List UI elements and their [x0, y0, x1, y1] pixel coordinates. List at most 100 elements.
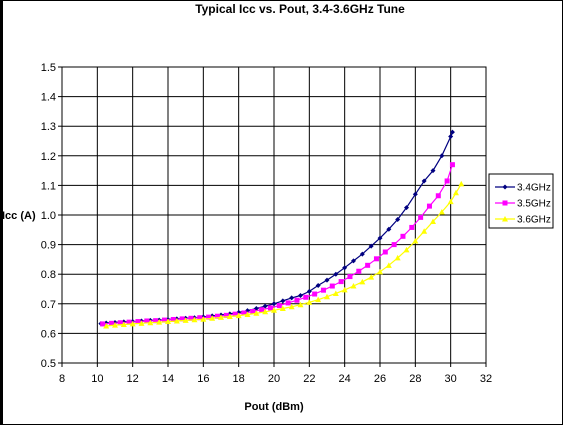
data-point — [100, 321, 106, 327]
data-point — [129, 320, 136, 327]
data-point — [368, 243, 374, 249]
data-point — [430, 218, 436, 225]
x-tick-label: 24 — [339, 373, 351, 385]
data-point — [333, 271, 339, 277]
legend: 3.4GHz 3.5GHz 3.6GHz — [488, 173, 554, 229]
data-point — [394, 254, 401, 261]
x-tick-label: 20 — [268, 373, 280, 385]
series-layer — [98, 129, 465, 329]
x-tick-label: 16 — [197, 373, 209, 385]
data-point — [391, 242, 397, 248]
data-point — [324, 277, 330, 283]
data-point — [426, 203, 432, 209]
data-point — [438, 209, 445, 215]
data-point — [126, 319, 132, 325]
data-point — [430, 168, 436, 174]
y-tick-label: 0.8 — [41, 269, 56, 281]
legend-marker — [502, 184, 508, 190]
data-point — [448, 134, 454, 140]
data-point — [385, 262, 392, 268]
data-point — [452, 189, 459, 196]
data-point — [458, 180, 465, 187]
data-point — [271, 307, 277, 313]
data-point — [400, 233, 406, 239]
data-point — [373, 256, 379, 262]
data-point — [386, 226, 392, 232]
series-line — [100, 131, 453, 325]
data-point — [359, 251, 365, 257]
y-axis-ticks: 0.5 0.6 0.7 0.8 0.9 1.0 1.1 1.2 1.3 1.4 1.5 — [41, 62, 62, 370]
chart-title: Typical Icc vs. Pout, 3.4-3.6GHz Tune — [195, 2, 405, 16]
data-point — [253, 306, 259, 312]
data-point — [449, 162, 455, 168]
data-point — [298, 293, 303, 299]
data-point — [444, 178, 450, 184]
series-0 — [98, 129, 455, 327]
x-axis-ticks: 8 10 12 14 16 18 20 22 24 26 28 30 32 — [59, 363, 492, 385]
data-point — [342, 265, 348, 271]
data-point — [103, 323, 110, 329]
data-point — [288, 303, 295, 310]
data-point — [377, 268, 383, 275]
data-point — [200, 316, 207, 322]
data-point — [449, 129, 455, 135]
data-point — [197, 315, 203, 321]
data-point — [382, 249, 388, 255]
data-point — [303, 294, 309, 300]
data-point — [412, 191, 418, 197]
data-point — [108, 320, 114, 326]
data-point — [377, 235, 383, 241]
data-point — [421, 228, 428, 234]
x-tick-label: 32 — [480, 373, 492, 385]
y-tick-label: 1.4 — [41, 92, 56, 104]
data-point — [218, 314, 224, 320]
x-tick-label: 14 — [162, 373, 174, 385]
y-axis-label: Icc (A) — [2, 210, 36, 222]
data-point — [235, 312, 242, 319]
y-tick-label: 1.3 — [41, 121, 56, 133]
data-point — [312, 291, 318, 297]
y-tick-label: 1.2 — [41, 151, 56, 163]
data-point — [294, 297, 300, 303]
data-point — [253, 310, 260, 316]
data-point — [338, 279, 344, 285]
data-point — [447, 198, 454, 205]
legend-label: 3.6GHz — [517, 215, 551, 226]
x-tick-label: 12 — [127, 373, 139, 385]
data-point — [350, 283, 357, 289]
data-point — [276, 303, 282, 309]
data-point — [403, 246, 410, 253]
data-point — [297, 301, 304, 308]
data-point — [341, 286, 348, 293]
data-point — [347, 274, 353, 280]
x-tick-label: 30 — [445, 373, 457, 385]
legend-label: 3.4GHz — [517, 183, 551, 194]
x-tick-label: 8 — [59, 373, 65, 385]
legend-box — [488, 173, 554, 229]
data-point — [241, 310, 247, 316]
x-tick-label: 28 — [409, 373, 421, 385]
x-tick-label: 10 — [91, 373, 103, 385]
data-point — [206, 314, 212, 320]
data-point — [135, 319, 141, 325]
data-point — [306, 288, 312, 294]
data-point — [120, 321, 127, 328]
y-tick-label: 0.6 — [41, 328, 56, 340]
data-point — [188, 315, 194, 321]
legend-marker — [502, 200, 508, 206]
data-point — [418, 214, 424, 220]
data-point — [117, 320, 123, 326]
y-tick-label: 0.9 — [41, 240, 56, 252]
data-point — [356, 268, 362, 274]
data-point — [262, 308, 269, 315]
data-point — [351, 258, 356, 264]
x-tick-label: 26 — [374, 373, 386, 385]
data-point — [285, 300, 291, 306]
data-point — [404, 205, 409, 211]
data-point — [144, 318, 150, 324]
data-point — [182, 317, 189, 323]
x-tick-label: 18 — [233, 373, 245, 385]
data-point — [244, 311, 251, 317]
data-point — [226, 313, 233, 320]
data-point — [315, 282, 321, 288]
